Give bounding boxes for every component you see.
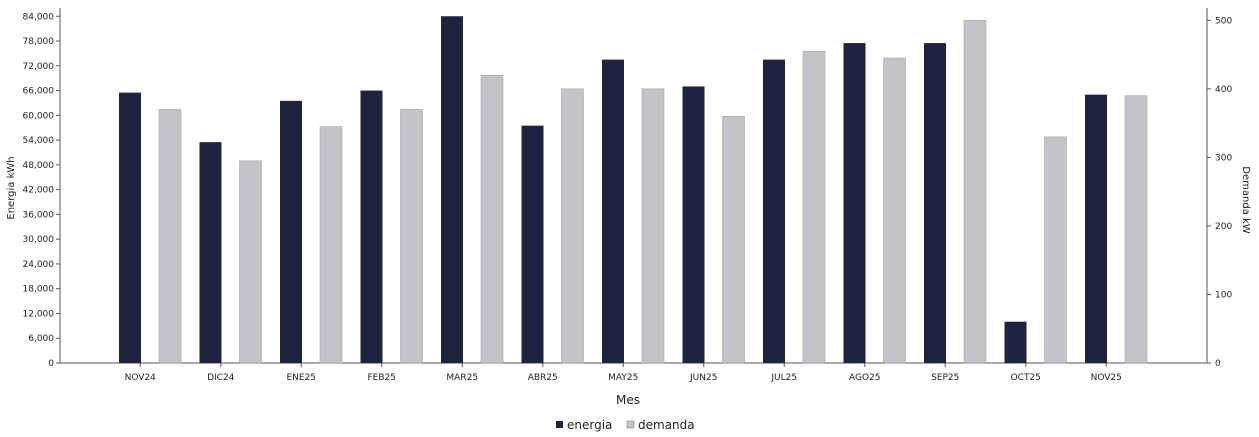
y-tick-label: 24,000 [23, 260, 55, 270]
x-tick-label: JUL25 [770, 373, 797, 383]
x-tick-label: NOV25 [1091, 373, 1122, 383]
bars [119, 16, 1148, 364]
y-tick-label: 36,000 [23, 210, 55, 220]
bar-energia [843, 43, 866, 363]
y-tick-label: 78,000 [23, 37, 55, 47]
y2-tick-label: 400 [1215, 85, 1232, 95]
bar-demanda [158, 109, 182, 364]
bar-demanda [400, 109, 423, 364]
x-tick-label: ENE25 [286, 373, 316, 383]
bar-energia [763, 59, 785, 363]
y-tick-label: 54,000 [23, 136, 55, 146]
y-axis-title: Energia kWh [6, 156, 17, 219]
x-ticks: NOV24 DIC24 ENE25 FEB25 MAR25 ABR25 MAY25 JUN25… [125, 363, 1122, 383]
y-tick-label: 60,000 [23, 111, 55, 121]
y2-tick-label: 100 [1215, 290, 1232, 300]
y-tick-label: 72,000 [23, 62, 55, 72]
bar-energia [1004, 321, 1027, 363]
y-tick-label: 84,000 [23, 12, 55, 22]
bar-energia [682, 86, 705, 363]
x-tick-label: DIC24 [207, 373, 235, 383]
bar-energia [602, 59, 624, 363]
y2-tick-label: 500 [1215, 16, 1232, 26]
bar-demanda [561, 88, 584, 364]
bar-demanda [963, 20, 987, 364]
y-tick-label: 18,000 [23, 285, 55, 295]
y-tick-label: 6,000 [28, 334, 54, 344]
legend-label-demanda: demanda [638, 418, 695, 432]
bar-demanda [480, 74, 504, 364]
bar-energia [119, 92, 141, 363]
bar-demanda [883, 57, 906, 364]
bar-demanda [319, 126, 343, 364]
bar-demanda [1044, 136, 1067, 364]
bar-energia [521, 125, 544, 363]
bar-energia [441, 16, 463, 364]
x-tick-label: OCT25 [1011, 373, 1041, 383]
x-axis-title: Mes [616, 393, 640, 407]
y2-tick-label: 0 [1215, 359, 1221, 369]
y-tick-label: 0 [48, 359, 54, 369]
legend-label-energia: energia [567, 418, 612, 432]
legend-swatch-demanda [626, 420, 635, 429]
bar-energia [924, 43, 946, 363]
bar-demanda [641, 88, 665, 364]
bar-demanda [722, 116, 745, 364]
x-tick-label: ABR25 [528, 373, 558, 383]
right-y-ticks: 0 100 200 300 400 500 [1207, 16, 1232, 369]
y-tick-label: 66,000 [23, 87, 55, 97]
legend-swatch-energia [556, 421, 563, 428]
bar-energia [360, 90, 383, 363]
y2-tick-label: 200 [1215, 222, 1232, 232]
x-tick-label: MAR25 [446, 373, 478, 383]
y-tick-label: 42,000 [23, 186, 55, 196]
y2-tick-label: 300 [1215, 153, 1232, 163]
left-y-ticks: 0 6,000 12,000 18,000 24,000 30,000 36,000 42,0… [23, 12, 60, 369]
x-tick-label: AGO25 [849, 373, 881, 383]
bar-energia [199, 142, 222, 363]
axes [59, 8, 1208, 364]
y2-axis-title: Demanda kW [1240, 166, 1251, 234]
bar-energia [280, 100, 302, 364]
bar-demanda [239, 160, 262, 364]
x-tick-label: MAY25 [608, 373, 638, 383]
bar-demanda [802, 50, 826, 364]
y-tick-label: 48,000 [23, 161, 55, 171]
y-tick-label: 12,000 [23, 309, 55, 319]
x-tick-label: NOV24 [125, 373, 157, 383]
x-tick-label: JUN25 [689, 373, 717, 383]
x-tick-label: SEP25 [931, 373, 959, 383]
bar-energia [1085, 94, 1107, 364]
bar-demanda [1124, 95, 1148, 364]
x-tick-label: FEB25 [368, 373, 397, 383]
y-tick-label: 30,000 [23, 235, 55, 245]
legend: energia demanda [556, 418, 695, 432]
